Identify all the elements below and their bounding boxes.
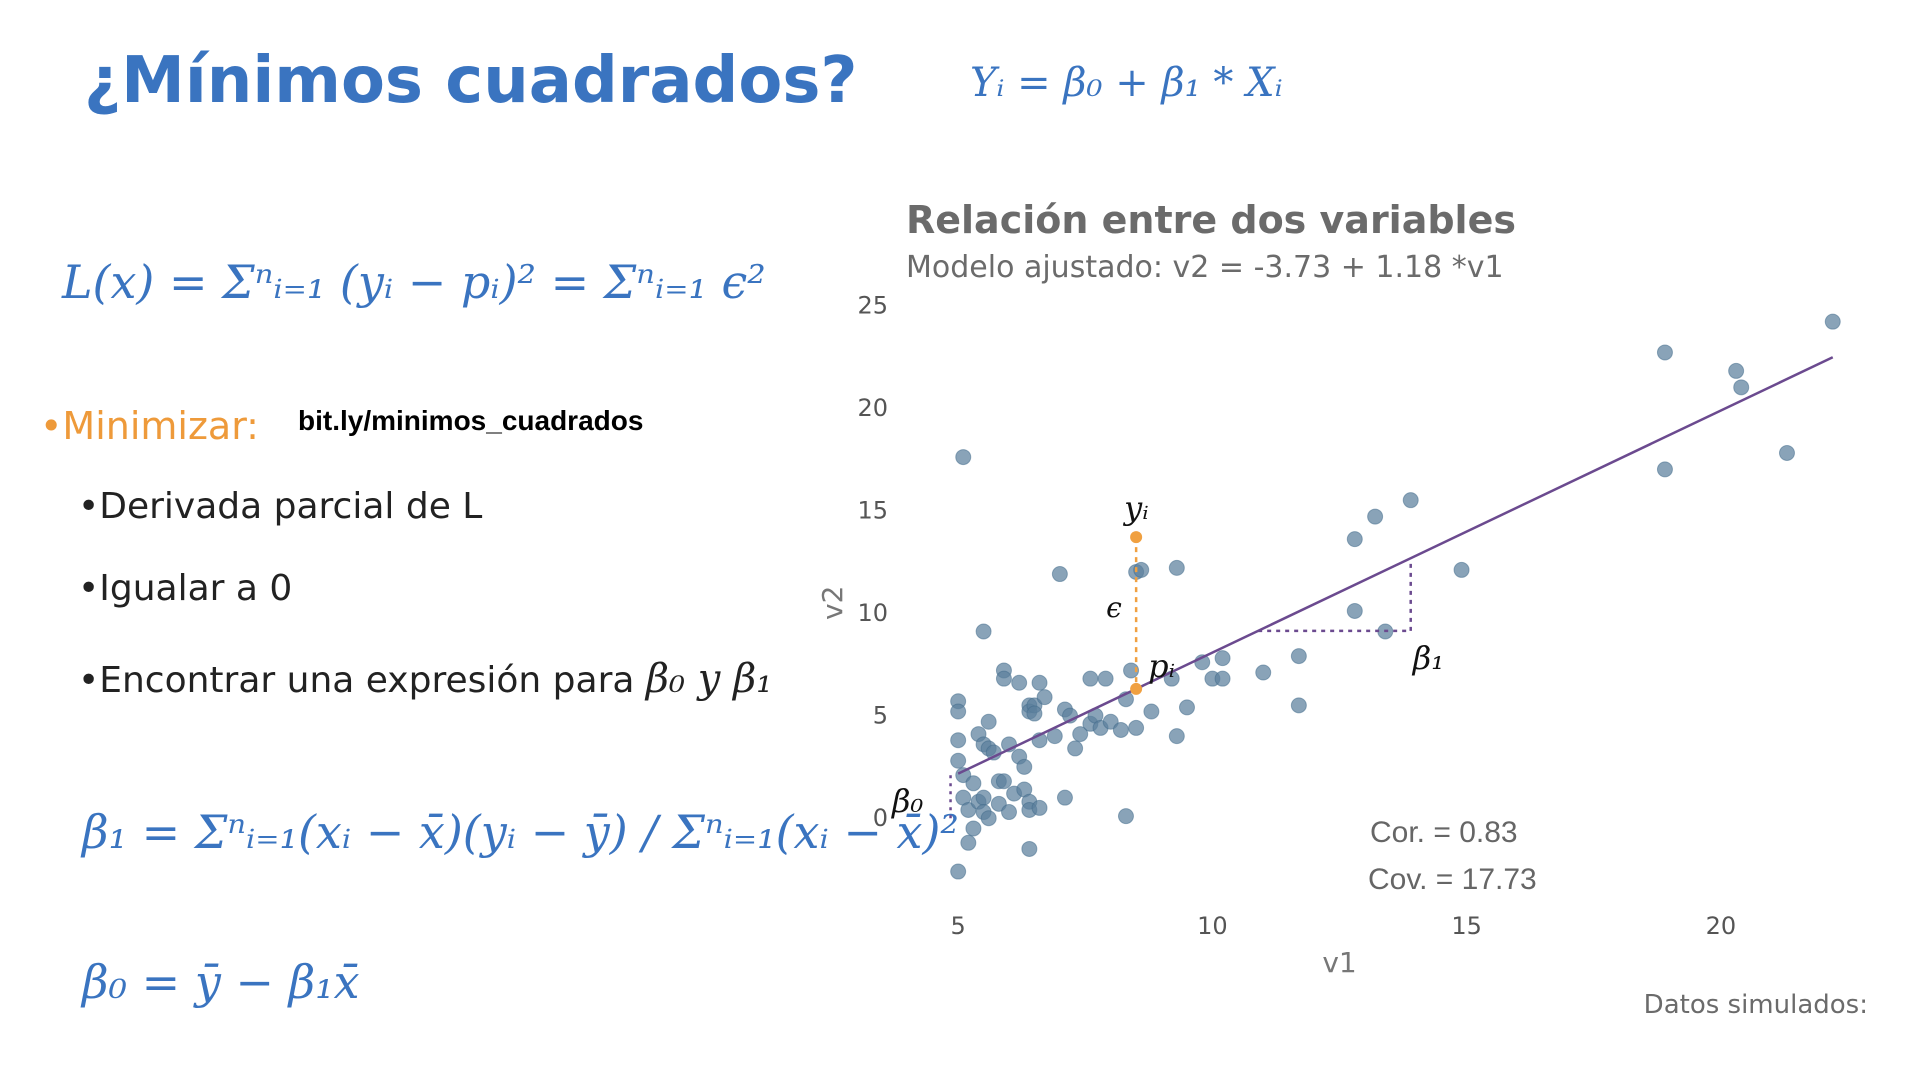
data-point [1056,789,1073,806]
data-point [1133,561,1150,578]
data-point [1453,561,1470,578]
data-point [1011,674,1028,691]
data-point [1367,508,1384,525]
chart-title: Relación entre dos variables [906,198,1516,242]
data-point [1026,705,1043,722]
data-point [1016,758,1033,775]
data-point [1214,650,1231,667]
data-point [1001,804,1018,821]
bullet-encontrar-math: β₀ y β₁ [645,656,773,702]
x-axis-label: v1 [1322,946,1356,979]
loss-equation: L(x) = Σⁿᵢ₌₁ (yᵢ − pᵢ)² = Σⁿᵢ₌₁ ϵ² [62,255,766,309]
data-point [1051,566,1068,583]
annotation-beta1: β₁ [1412,639,1444,677]
data-point [980,810,997,827]
data-point [1123,662,1140,679]
data-point [1021,840,1038,857]
bullet-encontrar-text: •Encontrar una expresión para [78,660,635,701]
observed-point [1130,531,1143,544]
data-point [980,713,997,730]
data-point [950,703,967,720]
data-point [975,789,992,806]
data-point [950,863,967,880]
data-point [1214,670,1231,687]
chart-subtitle: Modelo ajustado: v2 = -3.73 + 1.18 *v1 [906,250,1504,285]
data-point [995,773,1012,790]
x-tick-label: 20 [1706,912,1737,940]
data-point [1656,461,1673,478]
data-point [1031,674,1048,691]
data-point [1082,670,1099,687]
data-point [1178,699,1195,716]
data-point [1031,799,1048,816]
data-point [1255,664,1272,681]
y-tick-label: 10 [857,599,888,627]
beta1-equation: β₁ = Σⁿᵢ₌₁(xᵢ − x̄)(yᵢ − ȳ) / Σⁿᵢ₌₁(xᵢ −… [82,805,959,859]
y-axis-label: v2 [816,586,849,620]
data-point [950,752,967,769]
bullet-encontrar: •Encontrar una expresión para β₀ y β₁ [78,656,772,702]
annotation-beta0: β₀ [891,782,924,820]
annotation-yi: yᵢ [1122,489,1149,527]
data-point [965,820,982,837]
data-point [1656,344,1673,361]
data-point [965,775,982,792]
data-point [1117,808,1134,825]
data-point [1112,721,1129,738]
data-point [1067,740,1084,757]
data-point [1778,444,1795,461]
data-point [1824,313,1841,330]
bullet-derivada: •Derivada parcial de L [78,486,483,527]
data-point [1036,689,1053,706]
data-point [960,834,977,851]
data-point [950,732,967,749]
annotation-pi: pᵢ [1148,647,1175,685]
data-point [975,623,992,640]
beta0-equation: β₀ = ȳ − β₁x̄ [82,955,360,1009]
y-tick-label: 20 [857,394,888,422]
data-point [995,670,1012,687]
data-point [1402,492,1419,509]
data-point [1346,602,1363,619]
data-point [1072,726,1089,743]
page-title: ¿Mínimos cuadrados? [84,44,858,118]
predicted-point [1130,682,1143,695]
data-point [1097,670,1114,687]
data-point [1728,362,1745,379]
y-tick-label: 0 [873,804,888,832]
minimizar-bullet: •Minimizar: [40,404,259,448]
data-point [1128,719,1145,736]
y-tick-label: 25 [857,291,888,319]
data-point [1143,703,1160,720]
regression-line [957,356,1834,775]
data-point [1346,531,1363,548]
footer-note: Datos simulados: [1643,990,1868,1020]
data-point [1290,648,1307,665]
x-tick-label: 15 [1451,912,1482,940]
annotation-epsilon: ϵ [1106,591,1122,624]
data-point [1168,559,1185,576]
cov-label: Cov. = 17.73 [1368,863,1537,896]
data-point [1290,697,1307,714]
cor-label: Cor. = 0.83 [1370,816,1518,849]
model-equation: Yᵢ = β₀ + β₁ * Xᵢ [970,60,1283,106]
y-tick-label: 5 [873,702,888,730]
bullet-igualar: •Igualar a 0 [78,568,293,609]
y-tick-label: 15 [857,496,888,524]
data-point [955,449,972,466]
minimos-cuadrados-link[interactable]: bit.ly/minimos_cuadrados [298,405,644,436]
x-tick-label: 5 [951,912,966,940]
data-point [1168,728,1185,745]
data-point [1733,379,1750,396]
x-tick-label: 10 [1197,912,1228,940]
